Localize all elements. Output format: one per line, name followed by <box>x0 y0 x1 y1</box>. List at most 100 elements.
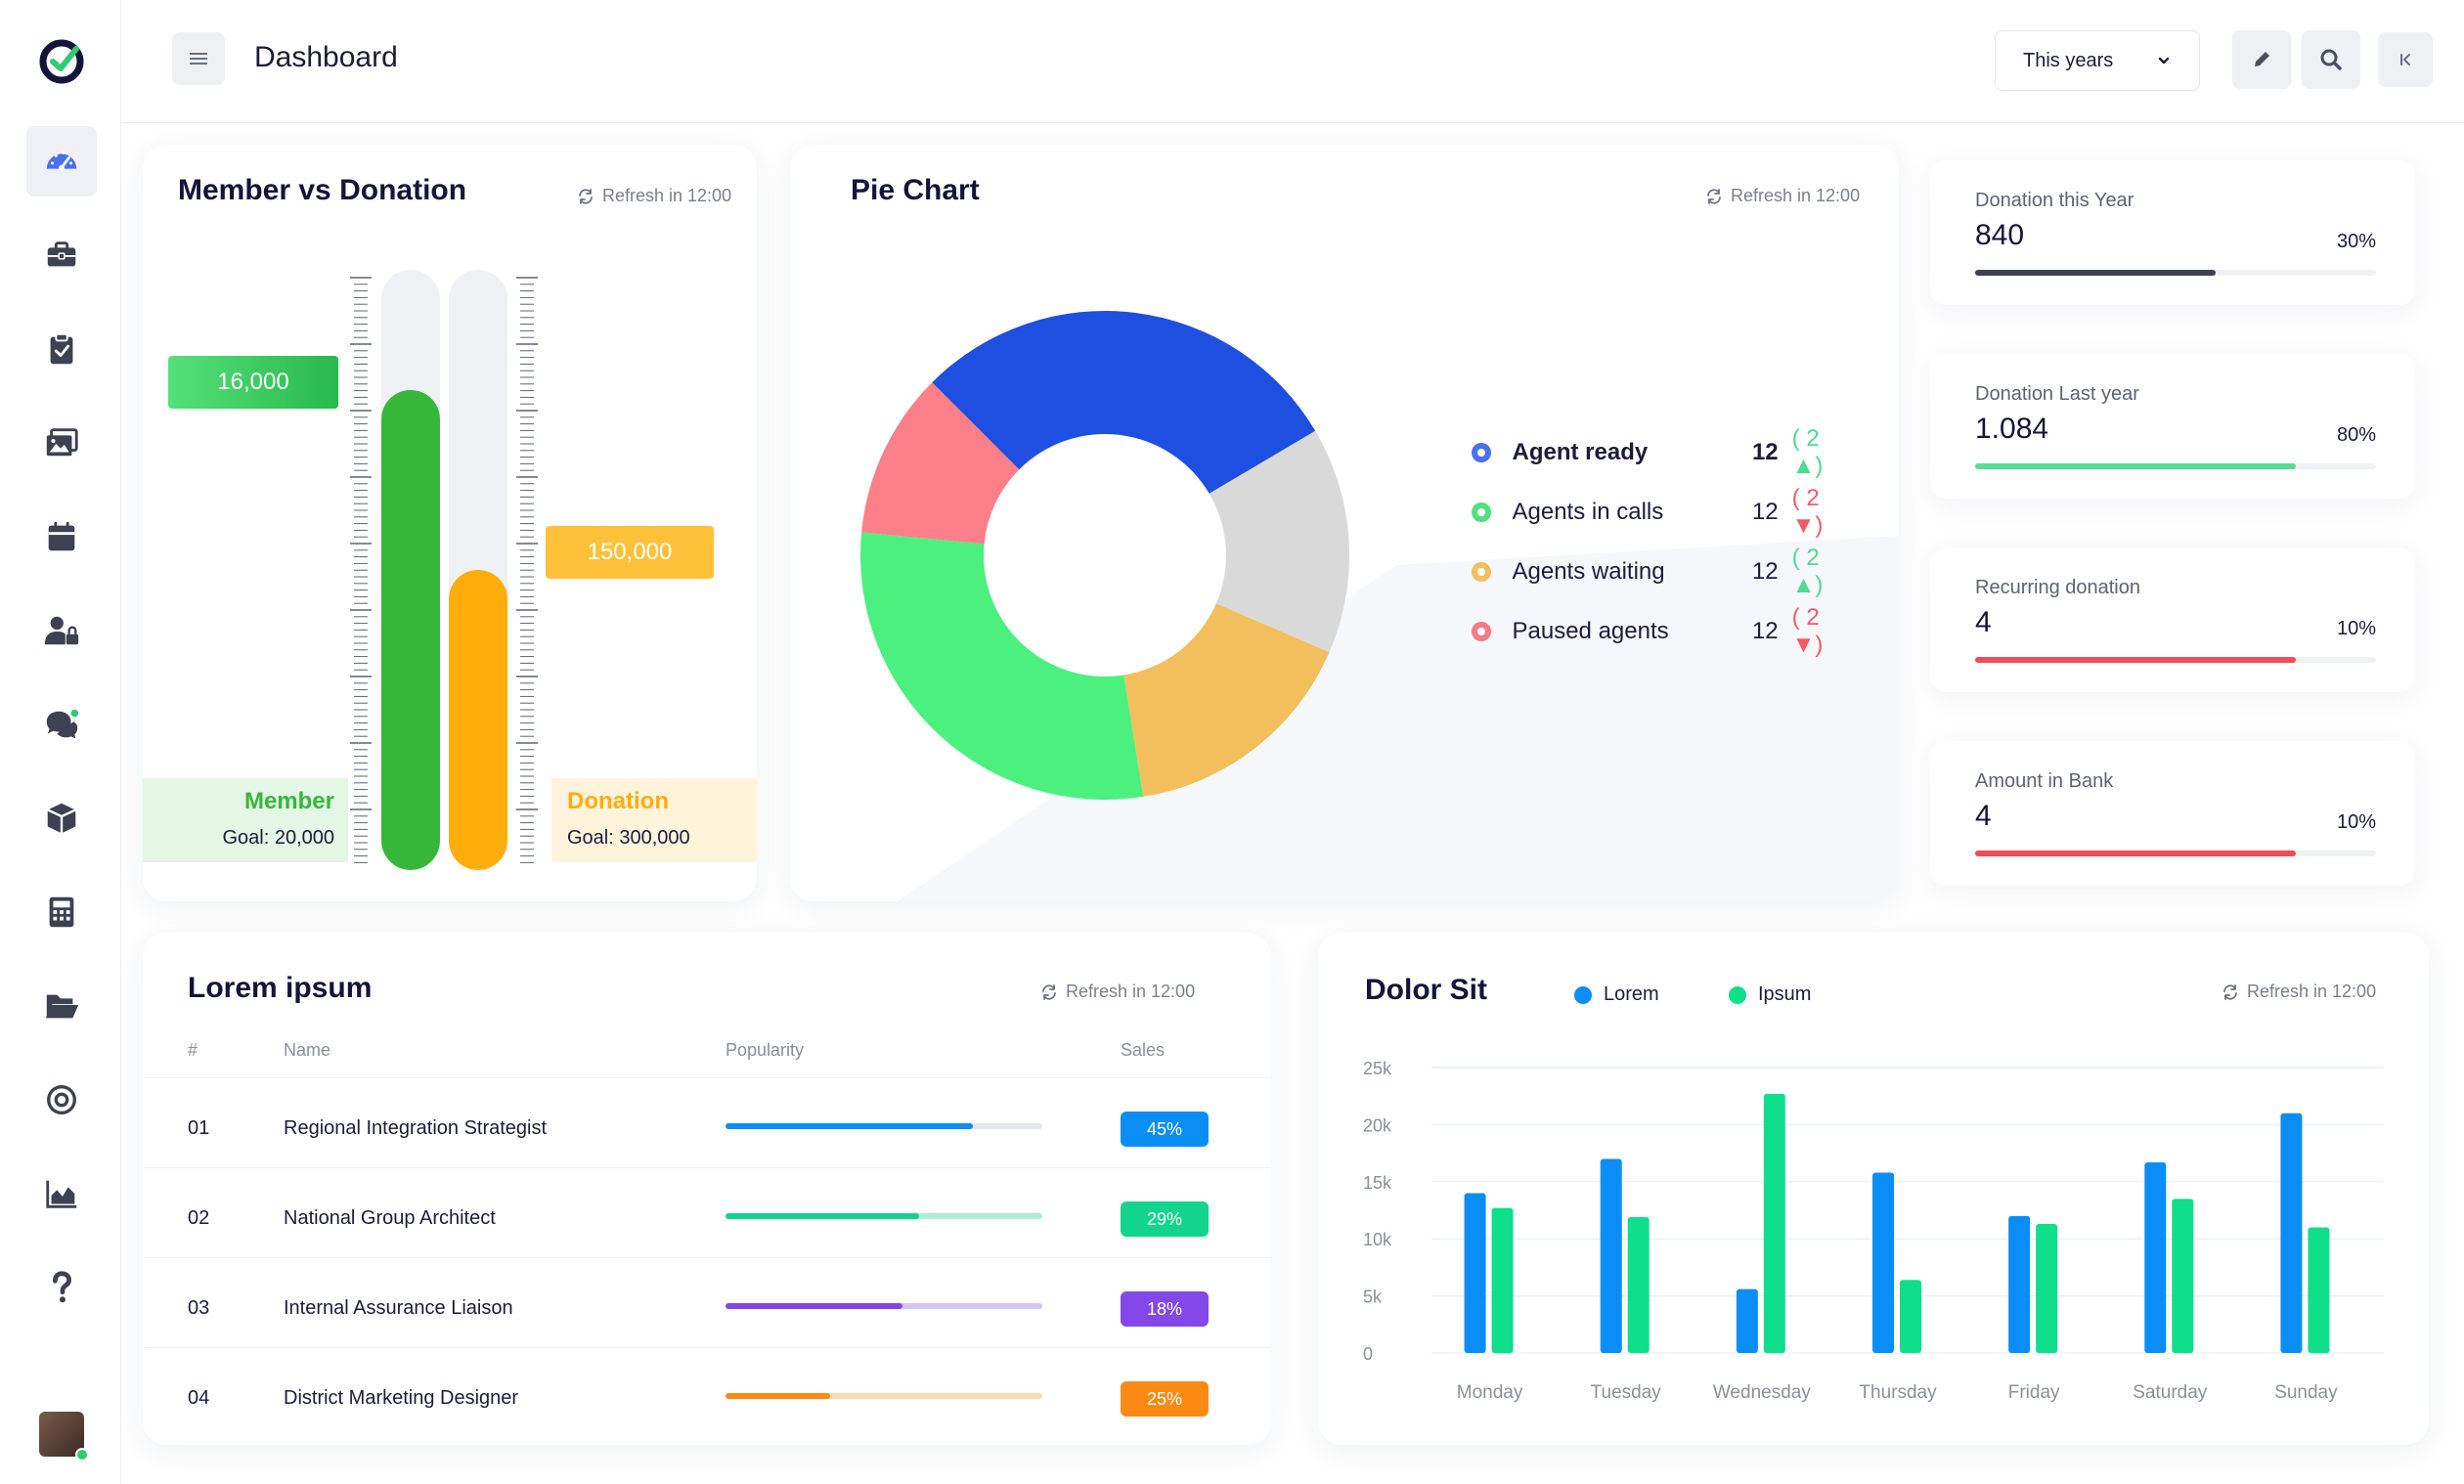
y-tick-label: 0 <box>1363 1344 1373 1364</box>
legend-value: 12 <box>1751 439 1779 465</box>
chevron-down-icon <box>2158 57 2170 65</box>
stat-percent: 30% <box>2336 231 2376 252</box>
bar-ipsum-sunday[interactable] <box>2308 1227 2330 1353</box>
sidebar-item-gallery[interactable] <box>26 408 97 478</box>
collapse-icon <box>2400 54 2410 65</box>
target-icon <box>47 1085 76 1114</box>
legend-dot <box>1729 985 1746 1004</box>
table-row[interactable]: 01 Regional Integration Strategist 45% <box>145 1077 1271 1167</box>
column-header-name[interactable]: Name <box>284 1040 331 1060</box>
stat-card-3: Recurring donation 4 10% <box>1930 547 2415 692</box>
table-refresh[interactable]: Refresh in 12:00 <box>1040 982 1195 1002</box>
stat-progress-fill <box>1975 270 2216 276</box>
bar-ipsum-wednesday[interactable] <box>1763 1093 1785 1353</box>
sidebar-item-goals[interactable] <box>26 1065 97 1135</box>
sidebar-item-briefcase[interactable] <box>26 220 97 290</box>
bar-lorem-friday[interactable] <box>2008 1215 2031 1353</box>
clipboard-check-icon <box>50 332 73 365</box>
bar-ipsum-monday[interactable] <box>1491 1207 1514 1353</box>
row-number: 04 <box>188 1387 210 1409</box>
stat-label: Donation this Year <box>1975 190 2134 211</box>
column-header-popularity[interactable]: Popularity <box>726 1040 805 1060</box>
bar-lorem-thursday[interactable] <box>1872 1172 1894 1353</box>
bar-lorem-monday[interactable] <box>1464 1193 1486 1353</box>
sidebar-item-chat[interactable] <box>26 689 97 760</box>
search-button[interactable] <box>2302 30 2360 89</box>
y-tick-label: 10k <box>1363 1230 1392 1249</box>
bar-ipsum-friday[interactable] <box>2036 1224 2058 1353</box>
refresh-icon <box>1707 188 1721 204</box>
period-select[interactable]: This years <box>1995 30 2200 91</box>
donation-tube <box>449 270 507 870</box>
bar-lorem-saturday[interactable] <box>2144 1161 2167 1353</box>
legend-name: Paused agents <box>1512 618 1669 644</box>
sidebar-item-products[interactable] <box>26 783 97 853</box>
member-tube-fill <box>381 389 440 870</box>
bar-lorem-sunday[interactable] <box>2280 1113 2303 1353</box>
menu-button[interactable] <box>172 32 225 85</box>
legend-item-3[interactable]: Agents waiting 12 ( 2 ▲) <box>1472 545 1853 598</box>
briefcase-icon <box>47 241 76 267</box>
pie-slice-3[interactable] <box>1123 603 1330 797</box>
search-icon <box>2320 49 2342 70</box>
legend-item-1[interactable]: Agent ready 12 ( 2 ▲) <box>1472 425 1853 479</box>
bar-ipsum-saturday[interactable] <box>2172 1199 2194 1353</box>
member-donation-refresh[interactable]: Refresh in 12:00 <box>577 186 731 206</box>
member-donation-card: Member vs Donation Refresh in 12:00 Memb… <box>143 145 757 901</box>
stat-progress-fill <box>1975 657 2296 663</box>
stat-value: 4 <box>1975 800 1992 832</box>
sidebar-item-help[interactable] <box>26 1252 97 1323</box>
column-header-sales[interactable]: Sales <box>1121 1040 1166 1060</box>
bar-lorem-tuesday[interactable] <box>1600 1158 1622 1353</box>
legend-ipsum[interactable]: Ipsum <box>1729 983 1811 1006</box>
sidebar-item-users[interactable] <box>26 595 97 666</box>
stat-card-1: Donation this Year 840 30% <box>1930 160 2415 305</box>
stat-percent: 10% <box>2336 811 2376 833</box>
legend-item-4[interactable]: Paused agents 12 ( 2 ▼) <box>1472 604 1853 658</box>
pie-slice-5[interactable] <box>861 382 1020 545</box>
table-row[interactable]: 03 Internal Assurance Liaison 18% <box>145 1257 1271 1347</box>
sidebar-item-tasks[interactable] <box>26 314 97 384</box>
y-tick-label: 25k <box>1363 1059 1392 1078</box>
pie-slice-2[interactable] <box>1209 430 1349 653</box>
bar-lorem-wednesday[interactable] <box>1736 1288 1758 1353</box>
stat-label: Amount in Bank <box>1975 770 2114 792</box>
table-row[interactable]: 04 District Marketing Designer 25% <box>145 1347 1271 1437</box>
refresh-label: Refresh in 12:00 <box>2247 982 2377 1001</box>
sidebar-item-reports[interactable] <box>26 1158 97 1229</box>
sidebar-item-dashboard[interactable] <box>26 126 97 196</box>
page-title: Dashboard <box>254 41 398 73</box>
legend-change: ( 2 ▼) <box>1791 604 1824 658</box>
pie-slice-4[interactable] <box>860 532 1144 801</box>
y-tick-label: 5k <box>1363 1288 1383 1307</box>
menu-icon <box>190 53 207 65</box>
check-circle-logo[interactable] <box>37 37 86 86</box>
sidebar-item-files[interactable] <box>26 971 97 1041</box>
sidebar-item-calendar[interactable] <box>26 502 97 572</box>
pie-chart-refresh[interactable]: Refresh in 12:00 <box>1705 186 1860 206</box>
bar-ipsum-tuesday[interactable] <box>1627 1217 1650 1353</box>
stat-progress-fill <box>1975 851 2296 856</box>
x-tick-label: Sunday <box>2274 1382 2338 1403</box>
pie-slice-1[interactable] <box>932 310 1316 494</box>
row-name: Regional Integration Strategist <box>284 1117 548 1139</box>
x-tick-label: Friday <box>2008 1382 2060 1403</box>
bar-chart-refresh[interactable]: Refresh in 12:00 <box>2222 982 2376 1002</box>
stat-progress-track <box>1975 463 2376 469</box>
legend-item-2[interactable]: Agents in calls 12 ( 2 ▼) <box>1472 485 1853 539</box>
legend-change: ( 2 ▲) <box>1791 545 1824 598</box>
donut-chart <box>860 310 1349 801</box>
legend-value: 12 <box>1751 618 1779 644</box>
table-row[interactable]: 02 National Group Architect 29% <box>145 1167 1271 1257</box>
row-name: National Group Architect <box>284 1207 496 1229</box>
y-tick-label: 15k <box>1363 1173 1392 1193</box>
stat-percent: 10% <box>2336 618 2376 639</box>
collapse-button[interactable] <box>2378 32 2433 87</box>
sidebar-item-calculator[interactable] <box>26 877 97 947</box>
avatar[interactable] <box>39 1412 89 1462</box>
edit-button[interactable] <box>2232 30 2291 89</box>
pie-decor-shape <box>898 536 1899 901</box>
legend-lorem[interactable]: Lorem <box>1574 983 1659 1006</box>
bar-ipsum-thursday[interactable] <box>1900 1280 1921 1353</box>
bar-chart: 25k 20k 15k 10k 5k 0 Monday Tuesday Wednesday Thu… <box>1363 1059 2384 1403</box>
